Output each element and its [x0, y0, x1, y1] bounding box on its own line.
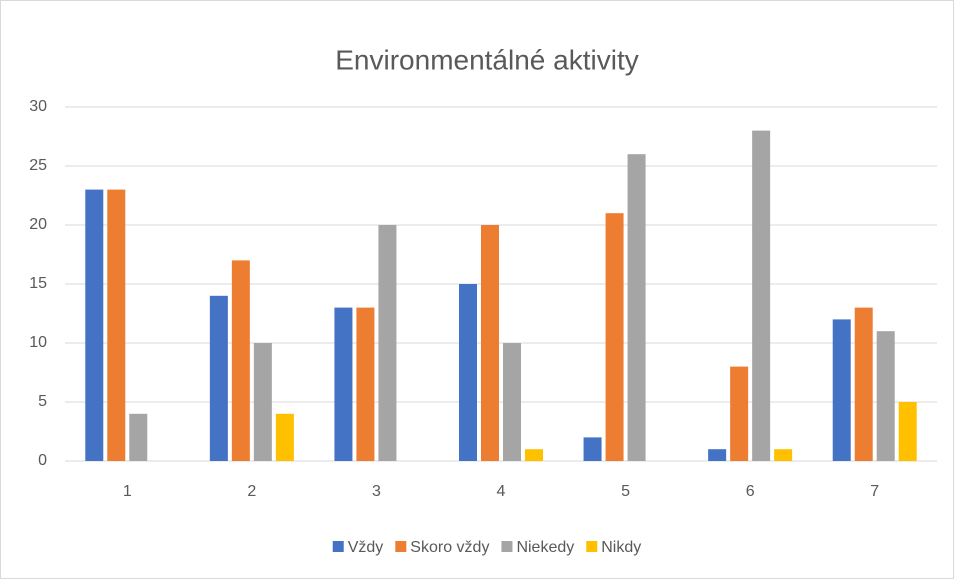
legend-swatch [332, 541, 344, 552]
legend-swatch [395, 541, 407, 552]
bar [231, 260, 250, 461]
x-tick-label: 6 [746, 483, 755, 500]
bar [774, 449, 793, 461]
bar [898, 402, 917, 461]
x-tick-label: 5 [621, 483, 630, 500]
bar [503, 343, 521, 461]
bar [129, 413, 148, 461]
bar [854, 307, 873, 461]
bar [253, 343, 272, 461]
legend-label: Skoro vždy [410, 539, 489, 556]
bar [481, 225, 499, 461]
legend-label: Niekedy [516, 539, 574, 556]
bar [832, 319, 851, 461]
legend-label: Nikdy [601, 539, 641, 556]
x-tick-label: 3 [372, 483, 381, 500]
x-tick-label: 2 [247, 483, 256, 500]
bar [334, 307, 353, 461]
y-tick-label: 0 [38, 452, 47, 469]
x-tick-label: 7 [870, 483, 879, 500]
bar [356, 307, 375, 461]
bar [378, 225, 397, 461]
x-tick-label: 1 [123, 483, 132, 500]
bar [459, 284, 477, 461]
y-tick-label: 20 [29, 216, 47, 233]
bar [605, 213, 624, 461]
y-tick-label: 15 [29, 275, 47, 292]
y-tick-label: 10 [29, 334, 47, 351]
x-tick-label: 4 [497, 483, 506, 500]
y-tick-label: 30 [29, 98, 47, 115]
bar [708, 449, 727, 461]
bar [876, 331, 895, 461]
legend-label: Vždy [348, 539, 384, 556]
bar [275, 413, 294, 461]
bar [209, 295, 228, 461]
bar [85, 189, 104, 461]
bar [525, 449, 543, 461]
chart-title: Environmentálné aktivity [335, 44, 638, 75]
bar [107, 189, 126, 461]
y-tick-label: 5 [38, 393, 47, 410]
bar [752, 130, 771, 461]
bar [583, 437, 602, 461]
legend-swatch [586, 541, 598, 552]
legend-swatch [501, 541, 513, 552]
y-tick-label: 25 [29, 157, 47, 174]
bar [730, 366, 749, 461]
bar [627, 154, 646, 461]
